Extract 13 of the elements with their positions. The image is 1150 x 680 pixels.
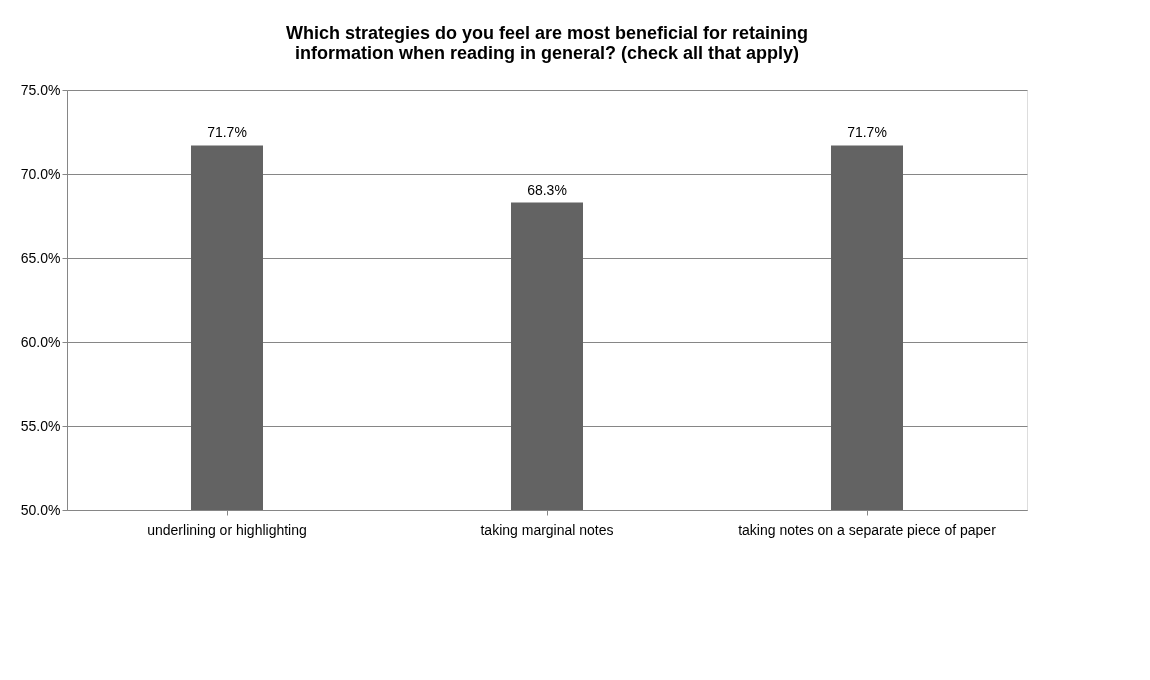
x-tick-label: taking notes on a separate piece of paper [738,521,997,538]
data-label: 71.7% [207,124,247,141]
data-label: 68.3% [527,181,567,198]
x-tick-label: underlining or highlighting [147,521,307,538]
y-tick-label: 70.0% [20,165,61,182]
y-tick-label: 60.0% [20,333,61,350]
y-tick-label: 65.0% [20,249,61,266]
x-tick-label: taking marginal notes [480,521,614,538]
y-tick-label: 50.0% [20,501,61,518]
chart-title: Which strategies do you feel are most beneficial for retaining information when reading in general? (check all that apply) [285,23,809,63]
y-tick-label: 75.0% [20,81,61,98]
data-label: 71.7% [847,124,887,141]
y-tick-label: 55.0% [20,417,61,434]
